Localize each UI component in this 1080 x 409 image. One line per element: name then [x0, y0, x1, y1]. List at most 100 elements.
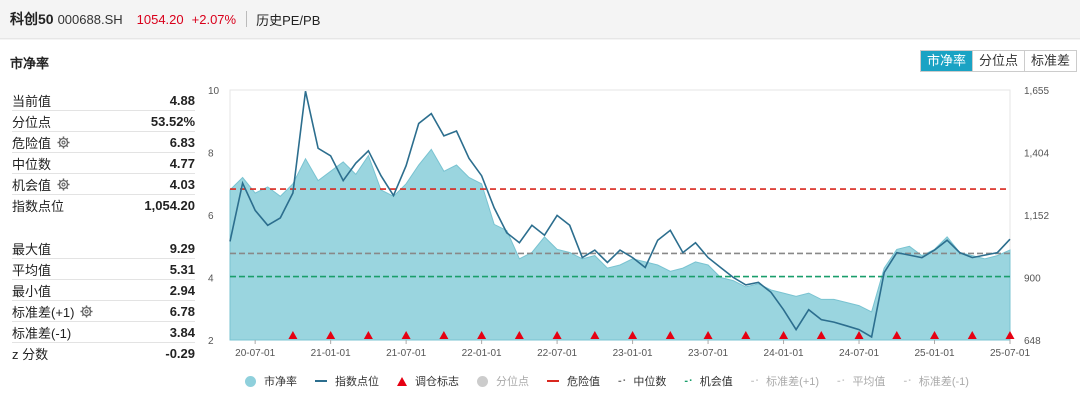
index-line — [229, 91, 1011, 339]
stats-history: 最大值 9.29 平均值 5.31 最小值 2.94 标准差(+1) 6.78 标准差(-1) 3… — [12, 238, 195, 363]
legend-dashdot-icon: - · — [903, 375, 911, 387]
x-tick-label: 22-07-01 — [537, 348, 577, 359]
legend-label: 平均值 — [852, 376, 886, 388]
y-left-tick-label: 2 — [208, 336, 214, 347]
metric-tabs: 市净率 分位点 标准差 — [919, 50, 1077, 72]
stat-value: 4.77 — [169, 155, 195, 171]
stat-value: 9.29 — [169, 240, 195, 256]
index-name: 科创50 — [10, 11, 54, 27]
y-left-tick-label: 8 — [208, 149, 214, 160]
legend-label: 调仓标志 — [415, 376, 459, 388]
stat-label-text: 危险值 — [12, 135, 52, 151]
legend-triangle-icon — [397, 376, 407, 386]
pb-chart: 10 8 6 4 2 1,655 1,404 1,152 900 648 20-07-01 21-01… — [208, 86, 1049, 359]
rebalance-marker — [854, 331, 864, 339]
legend-item[interactable]: 危险值 — [547, 373, 600, 389]
stat-label: 平均值 — [12, 260, 51, 279]
rebalance-marker — [1005, 331, 1015, 339]
index-price: 1054.20 — [136, 11, 184, 27]
stat-row: 分位点 53.52% — [12, 110, 195, 131]
stat-label: 中位数 — [12, 154, 51, 173]
tab-std-dev[interactable]: 标准差 — [1023, 51, 1076, 71]
stat-label-text: 最大值 — [12, 241, 52, 257]
stat-label: 最大值 — [12, 239, 51, 258]
stat-row: 平均值 5.31 — [12, 258, 195, 279]
legend-label: 市净率 — [264, 376, 297, 388]
x-tick-label: 21-01-01 — [311, 348, 351, 359]
y-right-tick-label: 1,655 — [1024, 86, 1049, 97]
stat-value: 6.83 — [169, 134, 195, 150]
stat-label-text: 标准差(-1) — [12, 325, 72, 341]
settings-gear-icon[interactable] — [80, 304, 94, 318]
rebalance-marker — [326, 331, 336, 339]
legend-item[interactable]: - · 中位数 — [618, 373, 666, 389]
stat-label: 标准差(-1) — [12, 323, 71, 342]
legend-dash-icon — [547, 380, 559, 382]
legend-dashdot-icon: - · — [684, 375, 692, 387]
legend-item[interactable]: - · 机会值 — [684, 373, 732, 389]
stat-value: 1,054.20 — [144, 197, 195, 213]
x-tick-label: 21-07-01 — [386, 348, 426, 359]
rebalance-marker — [967, 331, 977, 339]
legend-dot-icon — [245, 375, 256, 387]
legend-item[interactable]: - · 平均值 — [837, 373, 885, 389]
stat-row: 指数点位 1,054.20 — [12, 194, 195, 215]
y-left-tick-label: 10 — [208, 86, 220, 97]
settings-gear-icon[interactable] — [57, 177, 70, 191]
stat-label-text: 标准差(+1) — [12, 304, 75, 320]
stat-label: z 分数 — [12, 344, 48, 363]
rebalance-marker — [363, 331, 373, 339]
stat-row: 危险值 6.83 — [12, 131, 195, 152]
tab-percentile[interactable]: 分位点 — [971, 51, 1024, 71]
stat-row: 机会值 4.03 — [12, 173, 195, 194]
legend-label: 指数点位 — [335, 376, 379, 388]
stat-label: 机会值 — [12, 175, 70, 194]
rebalance-marker — [514, 331, 524, 339]
rebalance-marker — [439, 331, 449, 339]
stat-row: z 分数 -0.29 — [12, 342, 195, 363]
chart-legend: 市净率 指数点位 调仓标志 分位点 危险值 - · 中位数 - · 机会值 - · 标准差(+1) -… — [245, 373, 987, 389]
rebalance-marker — [930, 331, 940, 339]
legend-item[interactable]: 调仓标志 — [397, 373, 459, 389]
x-tick-label: 23-01-01 — [613, 348, 653, 359]
stat-value: 53.52% — [150, 113, 195, 129]
legend-item[interactable]: 分位点 — [477, 373, 529, 389]
x-tick-label: 25-01-01 — [915, 348, 955, 359]
stat-value: -0.29 — [165, 345, 195, 361]
x-tick-label: 24-07-01 — [839, 348, 879, 359]
legend-dot-icon — [477, 375, 488, 387]
x-tick-label: 22-01-01 — [462, 348, 502, 359]
stat-label: 指数点位 — [12, 196, 64, 215]
stat-label-text: z 分数 — [12, 346, 49, 362]
stat-row: 当前值 4.88 — [12, 90, 195, 110]
index-code: 000688.SH — [57, 11, 123, 27]
legend-line-icon — [315, 380, 327, 382]
legend-item[interactable]: 市净率 — [245, 373, 297, 389]
stat-label-text: 分位点 — [12, 114, 52, 130]
legend-item[interactable]: 指数点位 — [315, 373, 379, 389]
pb-area — [229, 148, 1011, 341]
rebalance-marker — [288, 331, 298, 339]
tab-pb[interactable]: 市净率 — [920, 51, 972, 71]
legend-item[interactable]: - · 标准差(-1) — [903, 373, 969, 389]
legend-label: 危险值 — [567, 376, 600, 388]
legend-item[interactable]: - · 标准差(+1) — [751, 373, 819, 389]
rebalance-marker — [401, 331, 411, 339]
legend-dashdot-icon: - · — [618, 375, 626, 387]
rebalance-marker — [590, 331, 600, 339]
index-change: +2.07% — [191, 11, 237, 27]
legend-label: 机会值 — [699, 376, 733, 388]
stat-label-text: 最小值 — [12, 283, 52, 299]
section-title: 市净率 — [10, 56, 50, 71]
stat-label: 当前值 — [12, 91, 51, 110]
rebalance-marker — [628, 331, 638, 339]
stat-label-text: 当前值 — [12, 93, 52, 109]
legend-label: 标准差(+1) — [766, 376, 820, 388]
stat-value: 4.88 — [169, 92, 195, 108]
history-pe-pb-link[interactable]: 历史PE/PB — [256, 12, 321, 28]
x-tick-label: 20-07-01 — [235, 348, 275, 359]
stat-label-text: 指数点位 — [12, 198, 65, 214]
settings-gear-icon[interactable] — [57, 135, 70, 149]
legend-label: 标准差(-1) — [918, 376, 969, 388]
legend-label: 分位点 — [496, 376, 529, 388]
